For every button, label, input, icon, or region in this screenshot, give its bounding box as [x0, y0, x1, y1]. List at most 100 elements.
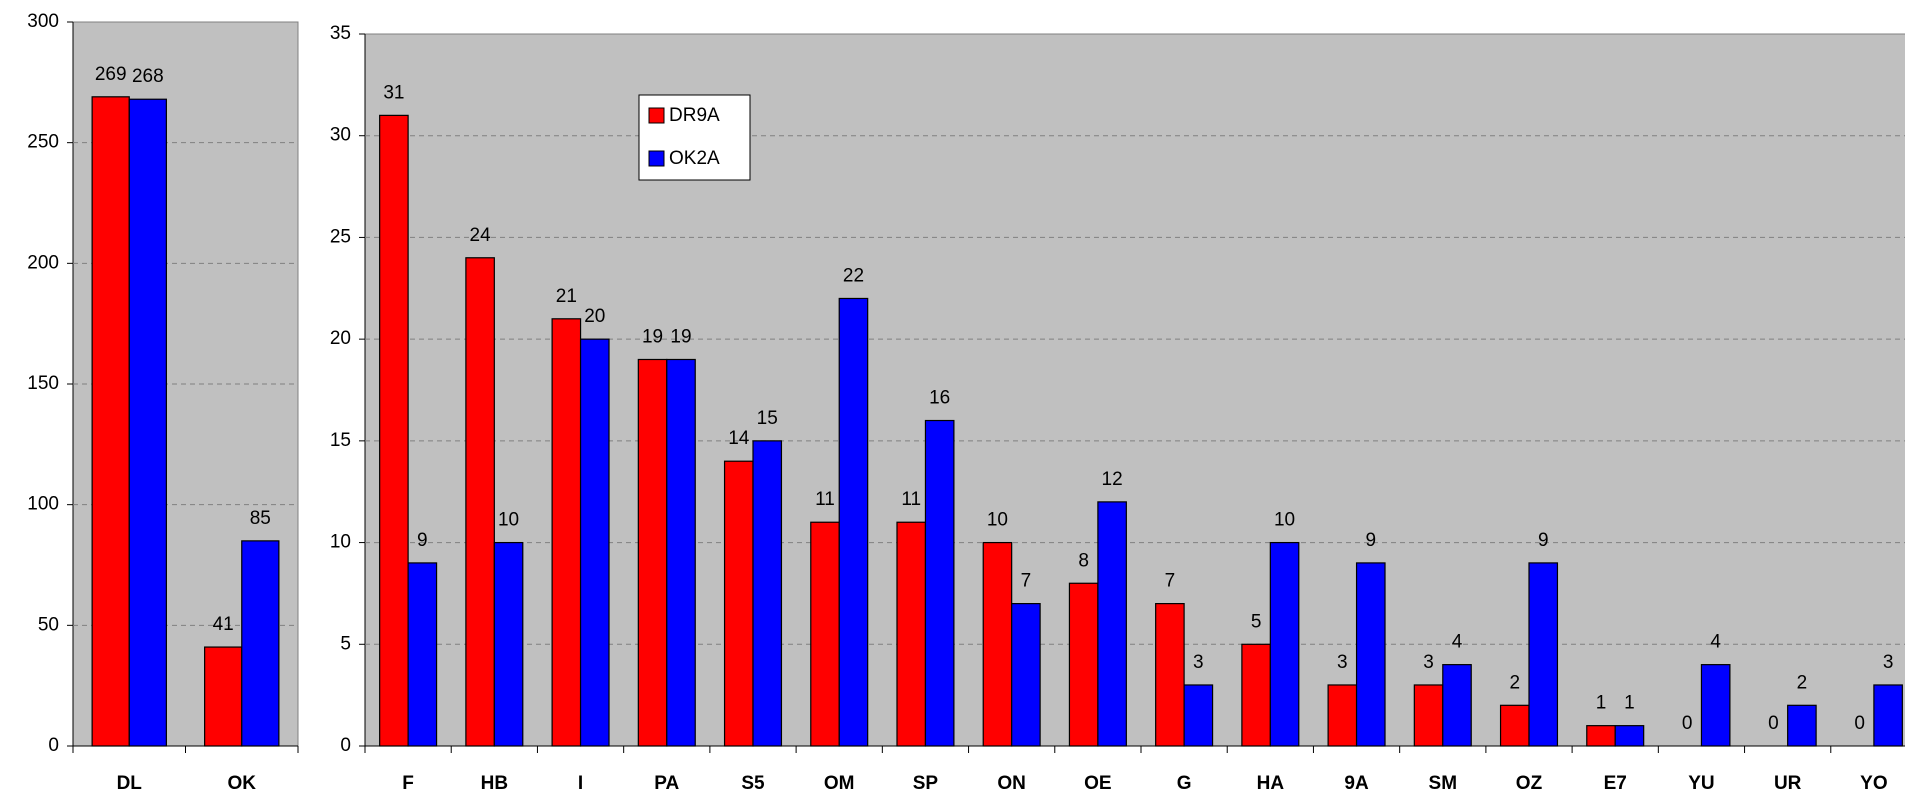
x-tick-label: PA [654, 773, 679, 794]
bar [551, 318, 582, 747]
data-label: 19 [642, 327, 663, 348]
y-tick-label: 300 [27, 11, 59, 32]
x-tick-label: G [1177, 773, 1192, 794]
data-label: 22 [843, 265, 864, 286]
bar [379, 114, 409, 747]
x-tick-label: 9A [1344, 773, 1369, 794]
x-tick-label: YU [1688, 773, 1714, 794]
y-tick-label: 20 [330, 328, 351, 349]
bar [1327, 684, 1358, 747]
bar [579, 338, 610, 747]
x-tick-label: SP [913, 773, 939, 794]
bar [723, 460, 754, 747]
bar [204, 646, 243, 747]
bar [637, 358, 668, 747]
bar [1413, 684, 1444, 747]
data-label: 3 [1193, 652, 1204, 673]
bar [128, 98, 167, 747]
data-label: 2 [1797, 672, 1808, 693]
x-tick-label: UR [1774, 773, 1802, 794]
y-tick-label: 50 [38, 614, 59, 635]
data-label: 8 [1078, 550, 1089, 571]
y-tick-label: 10 [330, 532, 351, 553]
bar [810, 521, 840, 747]
bar [1355, 562, 1386, 747]
data-label: 41 [213, 614, 234, 635]
y-tick-label: 25 [330, 226, 351, 247]
y-tick-label: 0 [340, 735, 351, 756]
data-label: 9 [417, 530, 428, 551]
bar [241, 540, 280, 747]
bar [407, 562, 438, 747]
bar [1183, 684, 1214, 747]
legend-label: DR9A [669, 105, 720, 126]
bar [1241, 643, 1271, 747]
x-tick-label: OK [228, 773, 257, 794]
bar [1442, 664, 1472, 747]
bar [924, 419, 955, 747]
bar [1700, 664, 1731, 747]
bar [1614, 725, 1645, 747]
data-label: 24 [470, 225, 492, 246]
bar [1586, 725, 1616, 747]
data-label: 19 [670, 327, 691, 348]
bar [1269, 541, 1300, 747]
bar [752, 440, 783, 747]
x-tick-label: SM [1429, 773, 1458, 794]
legend-label: OK2A [669, 148, 720, 169]
bar [982, 541, 1013, 747]
data-label: 11 [901, 489, 921, 510]
data-label: 4 [1710, 632, 1721, 653]
data-label: 0 [1768, 713, 1779, 734]
data-label: 3 [1883, 652, 1894, 673]
data-label: 5 [1251, 611, 1262, 632]
bar [1068, 582, 1099, 747]
data-label: 11 [815, 489, 835, 510]
data-label: 9 [1538, 530, 1549, 551]
data-label: 10 [498, 510, 519, 531]
data-label: 269 [95, 64, 127, 85]
y-tick-label: 35 [330, 23, 351, 44]
bar [1873, 684, 1903, 747]
data-label: 268 [132, 66, 164, 87]
data-label: 7 [1165, 571, 1176, 592]
x-tick-label: OZ [1516, 773, 1543, 794]
data-label: 21 [556, 286, 577, 307]
data-label: 10 [987, 510, 1008, 531]
x-tick-label: HA [1257, 773, 1285, 794]
legend-swatch [648, 150, 665, 167]
x-tick-label: OE [1084, 773, 1111, 794]
y-tick-label: 0 [48, 735, 59, 756]
bar [896, 521, 927, 747]
x-tick-label: I [578, 773, 583, 794]
bar [1499, 704, 1530, 747]
y-tick-label: 200 [27, 252, 59, 273]
data-label: 15 [757, 408, 778, 429]
data-label: 20 [584, 306, 605, 327]
data-label: 0 [1682, 713, 1693, 734]
data-label: 31 [383, 82, 404, 103]
data-label: 1 [1624, 693, 1635, 714]
y-tick-label: 15 [330, 430, 351, 451]
legend-swatch [648, 107, 665, 124]
bar [1787, 704, 1817, 747]
data-label: 9 [1365, 530, 1376, 551]
bar [838, 297, 869, 747]
data-label: 4 [1452, 632, 1463, 653]
data-label: 3 [1337, 652, 1348, 673]
bar [1528, 562, 1559, 747]
data-label: 14 [728, 428, 750, 449]
x-tick-label: HB [481, 773, 508, 794]
x-tick-label: DL [117, 773, 143, 794]
data-label: 10 [1274, 510, 1295, 531]
data-label: 2 [1509, 672, 1520, 693]
data-label: 0 [1854, 713, 1865, 734]
y-tick-label: 30 [330, 125, 351, 146]
x-tick-label: S5 [741, 773, 765, 794]
bar [465, 257, 495, 747]
x-tick-label: F [402, 773, 414, 794]
x-tick-label: ON [997, 773, 1026, 794]
bar [91, 96, 130, 747]
bar [493, 541, 524, 747]
